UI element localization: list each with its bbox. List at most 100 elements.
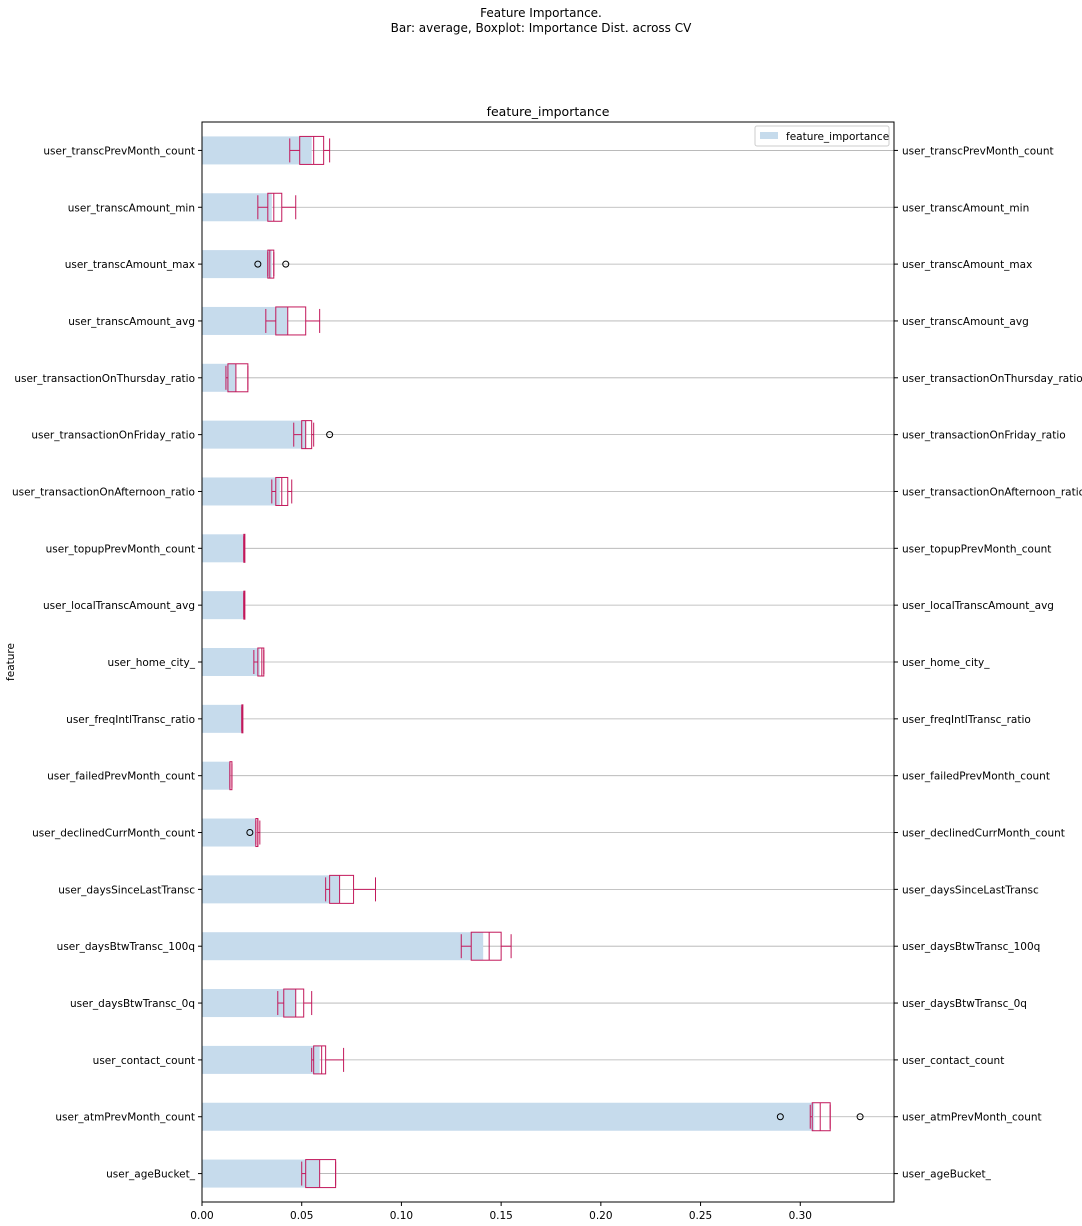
y-tick-label-right: user_failedPrevMonth_count	[902, 771, 1050, 783]
boxplot	[243, 533, 246, 563]
y-tick-label-right: user_localTranscAmount_avg	[902, 600, 1054, 612]
y-tick-label: user_transcPrevMonth_count	[43, 145, 195, 157]
y-tick-label: user_ageBucket_	[106, 1169, 196, 1181]
x-tick-label: 0.05	[290, 1210, 313, 1222]
x-tick-label: 0.30	[789, 1210, 812, 1222]
y-tick-label-right: user_transcAmount_max	[902, 259, 1032, 271]
y-tick-label: user_declinedCurrMonth_count	[32, 828, 195, 840]
bar	[202, 1045, 320, 1074]
boxplot	[246, 818, 261, 848]
boxplot	[301, 1159, 337, 1189]
y-tick-label-right: user_transcAmount_min	[902, 202, 1029, 214]
bar	[202, 875, 340, 904]
boxplot	[243, 590, 246, 620]
boxplot	[277, 988, 313, 1018]
y-tick-label: user_transcAmount_min	[68, 202, 195, 214]
bar	[202, 704, 242, 733]
boxplot-box	[301, 420, 313, 450]
bar	[202, 932, 484, 961]
x-tick-label: 0.15	[489, 1210, 512, 1222]
boxplot-box	[275, 306, 307, 336]
legend-frame	[754, 125, 890, 147]
boxplot-box	[267, 249, 275, 279]
boxplot	[253, 647, 265, 677]
y-tick-label-right: user_daysSinceLastTransc	[902, 884, 1039, 896]
y-tick-label-right: user_ageBucket_	[902, 1169, 992, 1181]
y-tick-label: user_localTranscAmount_avg	[43, 600, 195, 612]
boxplot	[776, 1102, 864, 1132]
bar	[202, 761, 230, 790]
boxplot	[254, 249, 290, 279]
y-tick-label: user_transactionOnAfternoon_ratio	[12, 486, 195, 498]
boxplot-box	[283, 988, 305, 1018]
y-tick-label-right: user_freqIntlTransc_ratio	[902, 714, 1031, 726]
y-tick-label: user_home_city_	[108, 657, 196, 669]
boxplot-box	[305, 1159, 337, 1189]
y-tick-label-right: user_declinedCurrMonth_count	[902, 828, 1065, 840]
boxplot	[289, 135, 331, 165]
suptitle-line-2: Bar: average, Boxplot: Importance Dist. …	[390, 21, 692, 35]
y-tick-label: user_atmPrevMonth_count	[55, 1112, 195, 1124]
bar	[202, 420, 306, 449]
boxplot-box	[313, 1045, 327, 1075]
boxplot-outlier	[856, 1113, 864, 1121]
boxplot	[257, 192, 297, 222]
bar	[202, 591, 244, 620]
y-tick-label: user_daysSinceLastTransc	[58, 884, 195, 896]
y-tick-label-right: user_transactionOnAfternoon_ratio	[902, 486, 1082, 498]
y-tick-label: user_contact_count	[93, 1055, 195, 1067]
boxplot	[271, 476, 293, 506]
bar	[202, 363, 236, 392]
boxplot-outlier	[282, 260, 290, 268]
y-tick-label: user_daysBtwTransc_0q	[70, 998, 195, 1010]
x-tick-labels: 0.00 0.05 0.10 0.15 0.20 0.25 0.30	[190, 1202, 812, 1222]
bar	[202, 1102, 815, 1131]
y-tick-label-right: user_transactionOnThursday_ratio	[902, 373, 1082, 385]
boxplot	[265, 306, 321, 336]
y-tick-label: user_transactionOnFriday_ratio	[31, 430, 195, 442]
boxplot	[460, 931, 512, 961]
boxplot-box	[299, 135, 325, 165]
boxplot-outlier	[776, 1113, 784, 1121]
y-axis-label: feature	[5, 643, 17, 681]
boxplot-box	[329, 874, 355, 904]
y-tick-label-right: user_home_city_	[902, 657, 990, 669]
x-tick-label: 0.20	[589, 1210, 612, 1222]
x-tick-label: 0.25	[689, 1210, 712, 1222]
bar	[202, 250, 272, 279]
bar	[202, 477, 280, 506]
boxplot	[229, 761, 233, 791]
bar	[202, 1159, 320, 1188]
y-tick-label-right: user_atmPrevMonth_count	[902, 1112, 1042, 1124]
y-tick-label-right: user_daysBtwTransc_100q	[902, 941, 1040, 953]
bar	[202, 818, 256, 847]
boxplot-box	[257, 647, 265, 677]
boxplot	[293, 420, 334, 450]
suptitle-line-1: Feature Importance.	[480, 6, 602, 20]
y-tick-label: user_daysBtwTransc_100q	[57, 941, 195, 953]
boxplot	[325, 874, 376, 904]
y-tick-label: user_freqIntlTransc_ratio	[66, 714, 195, 726]
x-tick-label: 0.10	[390, 1210, 413, 1222]
boxplot-outlier	[254, 260, 262, 268]
y-tick-labels: user_transcPrevMonth_count user_transcPre…	[12, 145, 1082, 1180]
legend-swatch	[760, 132, 778, 139]
boxplot-box	[811, 1102, 831, 1132]
bar	[202, 648, 260, 676]
y-tick-label: user_failedPrevMonth_count	[47, 771, 195, 783]
boxplot-box	[227, 363, 249, 393]
bar	[202, 534, 244, 563]
boxplots	[225, 135, 864, 1189]
figure-suptitle: Feature Importance. Bar: average, Boxplo…	[0, 6, 1082, 36]
boxplot-box	[267, 192, 283, 222]
y-tick-label-right: user_transcPrevMonth_count	[902, 145, 1054, 157]
bars	[202, 136, 815, 1188]
y-tick-label-right: user_contact_count	[902, 1055, 1004, 1067]
y-tick-label-right: user_transcAmount_avg	[902, 316, 1029, 328]
grid-lines	[202, 150, 894, 1174]
boxplot	[241, 704, 244, 734]
x-tick-label: 0.00	[190, 1210, 213, 1222]
boxplot	[225, 363, 249, 393]
boxplot	[311, 1045, 345, 1075]
